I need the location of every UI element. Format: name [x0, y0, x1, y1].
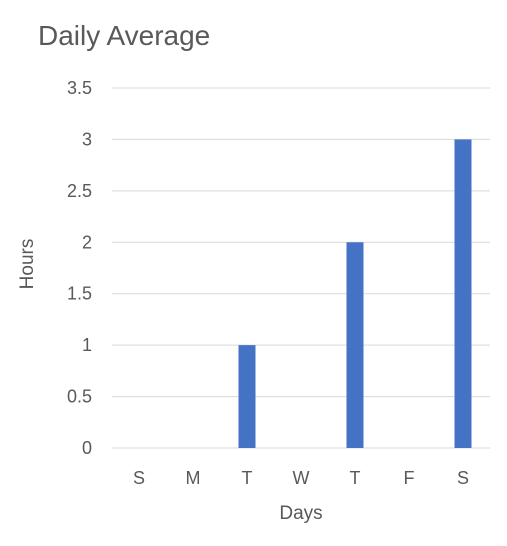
- x-tick-label: S: [457, 468, 469, 488]
- x-axis-title: Days: [279, 503, 322, 524]
- y-tick-label: 1.5: [67, 284, 92, 304]
- y-tick-label: 1: [82, 335, 92, 355]
- y-axis-title: Hours: [17, 239, 38, 290]
- y-tick-label: 3.5: [67, 78, 92, 98]
- bar: [346, 242, 364, 448]
- x-tick-label: T: [350, 468, 361, 488]
- bar: [454, 139, 472, 448]
- bar: [238, 345, 256, 448]
- y-tick-label: 0.5: [67, 387, 92, 407]
- y-tick-label: 3: [82, 129, 92, 149]
- x-tick-label: F: [404, 468, 415, 488]
- y-axis-ticks: 0 0.5 1 1.5 2 2.5 3 3.5: [67, 78, 92, 458]
- y-tick-label: 2: [82, 232, 92, 252]
- bars: [238, 139, 472, 448]
- x-tick-label: W: [293, 468, 310, 488]
- chart-title: Daily Average: [38, 20, 211, 51]
- y-tick-label: 2.5: [67, 181, 92, 201]
- gridlines: [112, 87, 490, 449]
- y-tick-label: 0: [82, 438, 92, 458]
- x-tick-label: S: [133, 468, 145, 488]
- x-tick-label: M: [186, 468, 201, 488]
- x-tick-label: T: [242, 468, 253, 488]
